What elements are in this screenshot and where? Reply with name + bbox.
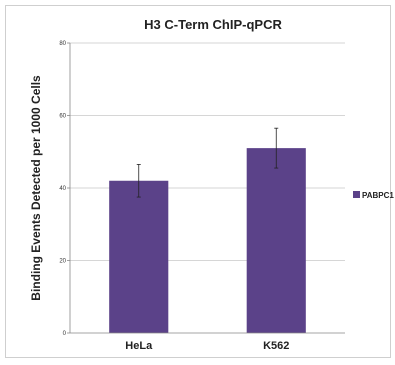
chart-frame [5, 5, 391, 358]
bar [246, 148, 306, 333]
legend: PABPC1 [353, 191, 394, 200]
y-tick-label: 20 [59, 259, 66, 265]
chart-title: H3 C-Term ChIP-qPCR [144, 17, 282, 32]
bars [109, 127, 306, 333]
y-axis-label: Binding Events Detected per 1000 Cells [29, 75, 43, 301]
y-tick-label: 40 [59, 186, 66, 192]
x-tick-label: K562 [263, 340, 289, 352]
y-tick-label: 80 [59, 41, 66, 47]
legend-swatch [353, 191, 360, 198]
bar [109, 180, 169, 333]
axes: 0 20 40 60 80 HeLa K562 [59, 41, 345, 352]
y-tick-label: 60 [59, 114, 66, 120]
x-tick-label: HeLa [125, 340, 153, 352]
legend-label: PABPC1 [362, 191, 394, 200]
y-tick-label: 0 [63, 331, 67, 337]
